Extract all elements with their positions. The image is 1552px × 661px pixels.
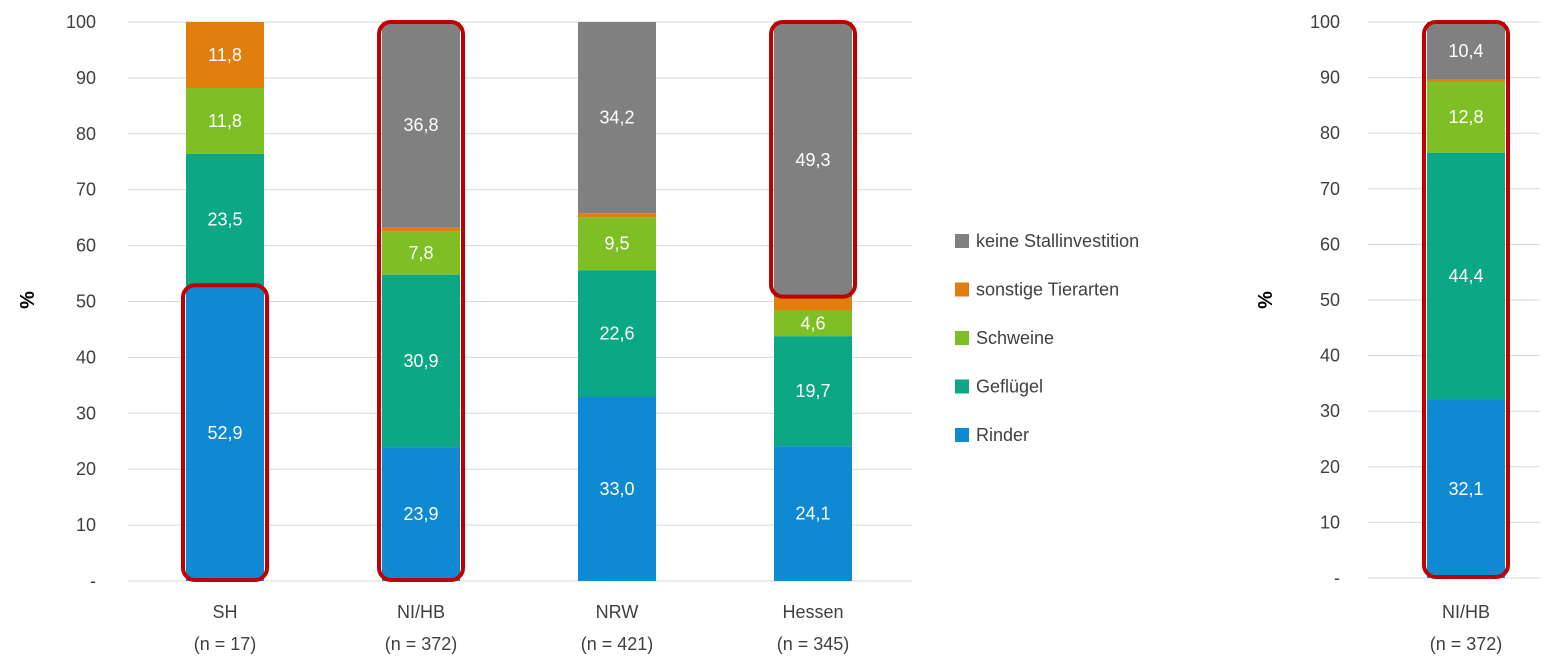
y-tick-label: 10 [76,515,96,535]
category-label: NI/HB [397,602,445,622]
y-tick-label: 30 [1320,401,1340,421]
bar-segment-rinder [186,285,264,581]
bar-segment-geflügel [382,274,460,448]
legend: keine Stallinvestition sonstige Tierarten… [955,231,1139,445]
y-tick-label: 60 [1320,234,1340,254]
bar-segment-rinder [382,447,460,581]
data-label: 30,9 [403,351,438,371]
bar-segment-sonstige-tierarten [382,227,460,232]
legend-label: Geflügel [976,377,1043,397]
y-tick-label: 40 [1320,346,1340,366]
data-label: 19,7 [795,381,830,401]
data-label: 9,5 [604,234,629,254]
bar-segment-keine-stallinvestition [1427,22,1505,80]
y-tick-label: - [90,571,96,591]
bar-segment-sonstige-tierarten [578,213,656,218]
bar-segment-sonstige-tierarten [186,22,264,88]
bar-segment-rinder [774,446,852,581]
data-label: 34,2 [599,108,634,128]
category-label: Hessen [782,602,843,622]
y-tick-label: 90 [1320,68,1340,88]
y-tick-label: 100 [66,12,96,32]
y-tick-label: 30 [76,403,96,423]
chart-ni-hb: - 10 20 30 40 50 60 70 80 90 100% 32,1 44,4 12,8 10,4 N… [1255,12,1540,654]
highlight-outline [181,283,269,582]
bar-segment-sonstige-tierarten [1427,79,1505,82]
data-label: 10,4 [1448,41,1483,61]
y-tick-label: 10 [1320,512,1340,532]
y-tick-label: 100 [1310,12,1340,32]
data-label: 49,3 [795,150,830,170]
bar-segment-keine-stallinvestition [774,22,852,298]
data-label: 44,4 [1448,266,1483,286]
y-axis-label: % [1255,291,1277,309]
bar-segment-schweine [382,231,460,275]
bar-segment-schweine [578,217,656,271]
data-label: 22,6 [599,323,634,343]
data-label: 23,9 [403,504,438,524]
y-tick-label: 80 [1320,123,1340,143]
data-label: 11,8 [208,111,242,131]
y-tick-label: 80 [76,124,96,144]
y-tick-label: 90 [76,68,96,88]
bar-segment-schweine [186,87,264,154]
highlight-outline [377,20,465,582]
bar-segment-rinder [1427,399,1505,578]
highlight-outline [769,20,857,299]
chart-by-region: - 10 20 30 40 50 60 70 80 90 100% 52,9 23,5 11,8 11,8 S… [17,12,912,654]
category-label: NI/HB [1442,602,1490,622]
data-label: 23,5 [207,210,242,230]
category-sublabel: (n = 345) [777,634,850,654]
legend-swatch [955,282,969,297]
data-label: 11,8 [208,45,242,65]
bar-segment-schweine [774,310,852,337]
data-label: 12,8 [1448,107,1483,127]
data-label: 32,1 [1448,479,1483,499]
highlight-outline [1422,20,1510,579]
y-tick-label: 70 [76,180,96,200]
bar-segment-schweine [1427,81,1505,153]
data-label: 24,1 [795,504,830,524]
data-label: 52,9 [207,423,242,443]
y-axis-label: % [17,291,39,309]
data-label: 36,8 [403,115,438,135]
y-tick-label: - [1334,568,1340,588]
y-tick-label: 70 [1320,179,1340,199]
y-tick-label: 60 [76,236,96,256]
legend-swatch [955,331,969,345]
legend-label: Rinder [976,425,1029,445]
bar-segment-geflügel [774,336,852,447]
y-tick-label: 50 [1320,290,1340,310]
category-sublabel: (n = 372) [385,634,458,654]
bar-segment-geflügel [186,153,264,286]
legend-swatch [955,234,969,248]
legend-swatch [955,379,969,394]
legend-swatch [955,428,969,442]
bar-segment-geflügel [1427,152,1505,400]
category-label: NRW [596,602,639,622]
y-tick-label: 40 [76,347,96,367]
legend-label: keine Stallinvestition [976,231,1139,251]
category-sublabel: (n = 372) [1430,634,1503,654]
data-label: 4,6 [800,313,825,333]
y-tick-label: 50 [76,292,96,312]
category-label: SH [212,602,237,622]
legend-label: sonstige Tierarten [976,280,1119,300]
bar-segment-rinder [578,396,656,581]
bar-segment-keine-stallinvestition [578,22,656,214]
category-sublabel: (n = 421) [581,634,654,654]
y-tick-label: 20 [76,459,96,479]
data-label: 33,0 [599,479,634,499]
category-sublabel: (n = 17) [194,634,257,654]
legend-label: Schweine [976,328,1054,348]
bar-segment-sonstige-tierarten [774,297,852,311]
y-tick-label: 20 [1320,457,1340,477]
data-label: 7,8 [408,243,433,263]
bar-segment-keine-stallinvestition [382,22,460,228]
bar-segment-geflügel [578,270,656,397]
